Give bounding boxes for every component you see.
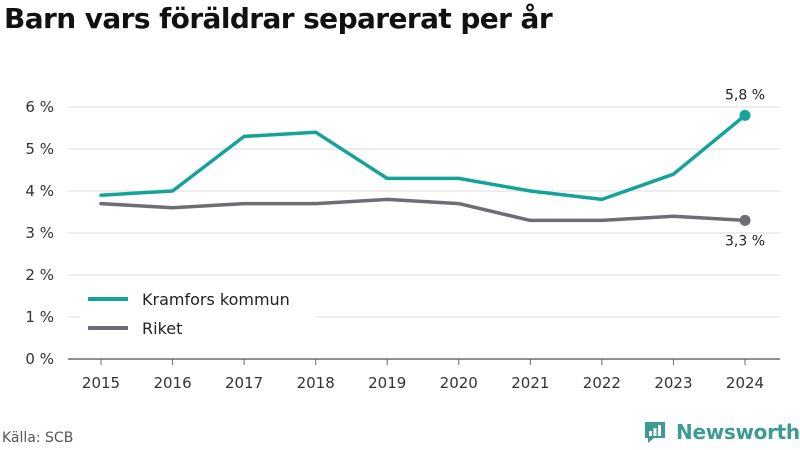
series-group: 5,8 % 3,3 % bbox=[99, 87, 765, 249]
y-tick-label: 1 % bbox=[25, 308, 54, 326]
y-tick-label: 0 % bbox=[25, 350, 54, 368]
newsworthy-logo-icon bbox=[645, 422, 665, 443]
legend-label: Riket bbox=[142, 319, 182, 338]
y-tick-label: 3 % bbox=[25, 224, 54, 242]
legend: Kramfors kommun Riket bbox=[80, 283, 316, 345]
x-tick-label: 2020 bbox=[440, 374, 478, 392]
series-end-marker bbox=[739, 214, 751, 226]
source-note: Källa: SCB bbox=[2, 430, 74, 446]
y-tick-label: 2 % bbox=[25, 266, 54, 284]
series-line bbox=[99, 113, 747, 202]
y-tick-label: 5 % bbox=[25, 140, 54, 158]
end-value-label: 5,8 % bbox=[725, 87, 765, 103]
x-tick-label: 2018 bbox=[297, 374, 335, 392]
x-tick-label: 2015 bbox=[82, 374, 120, 392]
x-tick-label: 2019 bbox=[368, 374, 406, 392]
y-tick-label: 4 % bbox=[25, 182, 54, 200]
chart-title: Barn vars föräldrar separerat per år bbox=[4, 2, 553, 35]
brand-logo[interactable]: Newsworthy bbox=[642, 418, 800, 446]
series-line bbox=[99, 197, 747, 223]
x-axis: 2015 2016 2017 2018 2019 2020 2021 2022 2023 2024 bbox=[82, 359, 764, 392]
x-tick-label: 2016 bbox=[153, 374, 191, 392]
x-tick-label: 2017 bbox=[225, 374, 263, 392]
x-tick-label: 2021 bbox=[511, 374, 549, 392]
y-axis: 0 % 1 % 2 % 3 % 4 % 5 % 6 % bbox=[25, 98, 54, 368]
x-tick-label: 2022 bbox=[583, 374, 621, 392]
legend-label: Kramfors kommun bbox=[142, 290, 290, 309]
x-tick-label: 2024 bbox=[726, 374, 764, 392]
x-tick-label: 2023 bbox=[654, 374, 692, 392]
y-tick-label: 6 % bbox=[25, 98, 54, 116]
series-end-marker bbox=[739, 109, 751, 121]
legend-background bbox=[80, 283, 316, 345]
end-value-label: 3,3 % bbox=[725, 233, 765, 249]
brand-name: Newsworthy bbox=[676, 420, 800, 444]
